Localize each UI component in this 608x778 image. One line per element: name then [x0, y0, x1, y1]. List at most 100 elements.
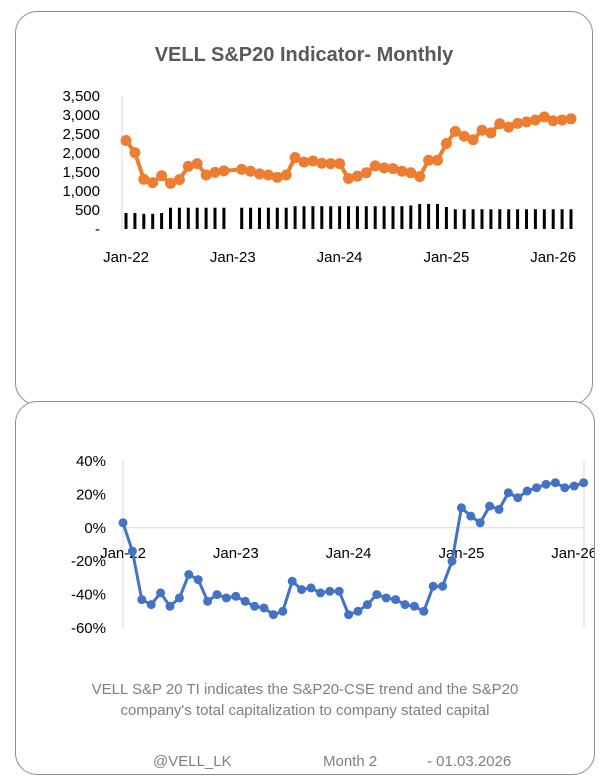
data-point — [298, 156, 310, 168]
bar — [462, 209, 466, 229]
data-point — [236, 163, 248, 175]
data-point — [351, 170, 363, 182]
bar — [516, 209, 520, 229]
bar — [444, 206, 448, 229]
bar — [525, 209, 528, 229]
date-text: - 01.03.2026 — [427, 753, 512, 770]
bar — [151, 213, 155, 229]
y-tick-label: 40% — [76, 453, 106, 470]
data-point — [271, 171, 283, 183]
x-tick-label: Jan-23 — [210, 249, 256, 266]
chart-title: VELL S&P20 Indicator- Monthly — [155, 44, 454, 66]
data-point — [221, 593, 231, 603]
bar — [364, 206, 368, 229]
data-point — [467, 134, 479, 146]
bar — [409, 205, 413, 229]
y-tick-label: 0% — [84, 520, 106, 537]
data-point — [165, 601, 175, 611]
data-point — [405, 167, 417, 179]
data-point — [280, 169, 292, 181]
data-point — [137, 595, 147, 605]
ti-percent-chart: 40% 20% 0% -20% -40% -60% Jan-22 Jan-23 Jan-24 Ja… — [71, 453, 594, 637]
data-point — [334, 586, 344, 596]
x-tick-label: Jan-23 — [213, 545, 259, 562]
bar — [284, 207, 288, 229]
bar — [293, 206, 297, 229]
bar — [560, 209, 564, 229]
data-point — [289, 152, 301, 164]
data-point — [325, 158, 337, 170]
data-point — [485, 127, 497, 139]
month-text: Month 2 — [323, 753, 378, 770]
y-tick-label: -20% — [71, 553, 106, 570]
data-point — [231, 591, 241, 601]
bar — [222, 207, 226, 229]
data-point — [259, 603, 269, 613]
data-point — [579, 478, 589, 488]
top-chart-panel: VELL S&P20 Indicator- Monthly 3,500 3,000 2… — [15, 11, 593, 405]
bar — [258, 207, 261, 229]
y-tick-label: 2,500 — [62, 126, 100, 143]
data-point — [306, 583, 316, 593]
bar — [169, 207, 172, 229]
data-point — [560, 483, 570, 493]
caption-footer: @VELL_LK Month 2 - 01.03.2026 — [16, 751, 594, 772]
data-point — [129, 147, 141, 159]
bar — [347, 206, 350, 229]
indicator-chart: VELL S&P20 Indicator- Monthly 3,500 3,000 2… — [62, 44, 577, 266]
bar — [213, 207, 217, 229]
data-point — [334, 158, 346, 170]
data-point — [456, 503, 466, 513]
bar — [453, 209, 457, 229]
data-point — [400, 600, 410, 610]
bar — [391, 206, 395, 229]
x-tick-label: Jan-25 — [423, 249, 469, 266]
data-point — [316, 157, 328, 169]
data-point — [218, 165, 230, 177]
data-point — [538, 111, 550, 123]
data-point — [287, 576, 297, 586]
data-point — [512, 117, 524, 129]
data-point — [203, 596, 213, 606]
data-point — [138, 173, 150, 185]
y-tick-label: 2,000 — [62, 145, 100, 162]
bar — [266, 207, 270, 229]
y-tick-label: 3,000 — [62, 107, 100, 124]
bar — [533, 209, 537, 229]
data-point — [156, 170, 168, 182]
x-tick-label: Jan-22 — [100, 545, 146, 562]
data-point — [297, 585, 307, 595]
bar — [355, 206, 359, 229]
data-point — [173, 174, 185, 186]
y-tick-label: 3,500 — [62, 88, 100, 105]
data-point — [315, 588, 325, 598]
x-tick-label: Jan-26 — [551, 545, 594, 562]
bottom-chart-panel: 40% 20% 0% -20% -40% -60% Jan-22 Jan-23 Jan-24 Ja… — [15, 401, 595, 775]
bar — [177, 207, 181, 229]
data-point — [556, 114, 568, 126]
data-point — [396, 165, 408, 177]
data-point — [381, 593, 391, 603]
bar — [160, 213, 164, 229]
bar — [338, 206, 342, 229]
data-point — [458, 130, 470, 142]
data-point — [165, 177, 176, 189]
data-point — [184, 570, 194, 580]
bar — [418, 203, 422, 229]
data-point — [146, 600, 156, 610]
data-point — [378, 162, 390, 174]
data-point — [262, 169, 274, 181]
bar — [142, 213, 146, 229]
bar — [551, 209, 555, 229]
y-tick-label: 1,000 — [62, 183, 100, 200]
data-point — [353, 606, 363, 616]
data-point — [541, 479, 551, 489]
bar — [471, 209, 475, 229]
data-point — [503, 121, 515, 133]
data-point — [475, 518, 485, 528]
bar — [302, 206, 306, 229]
bar — [240, 207, 244, 229]
data-point — [428, 581, 438, 591]
x-tick-label: Jan-24 — [317, 249, 363, 266]
data-point — [369, 160, 381, 172]
